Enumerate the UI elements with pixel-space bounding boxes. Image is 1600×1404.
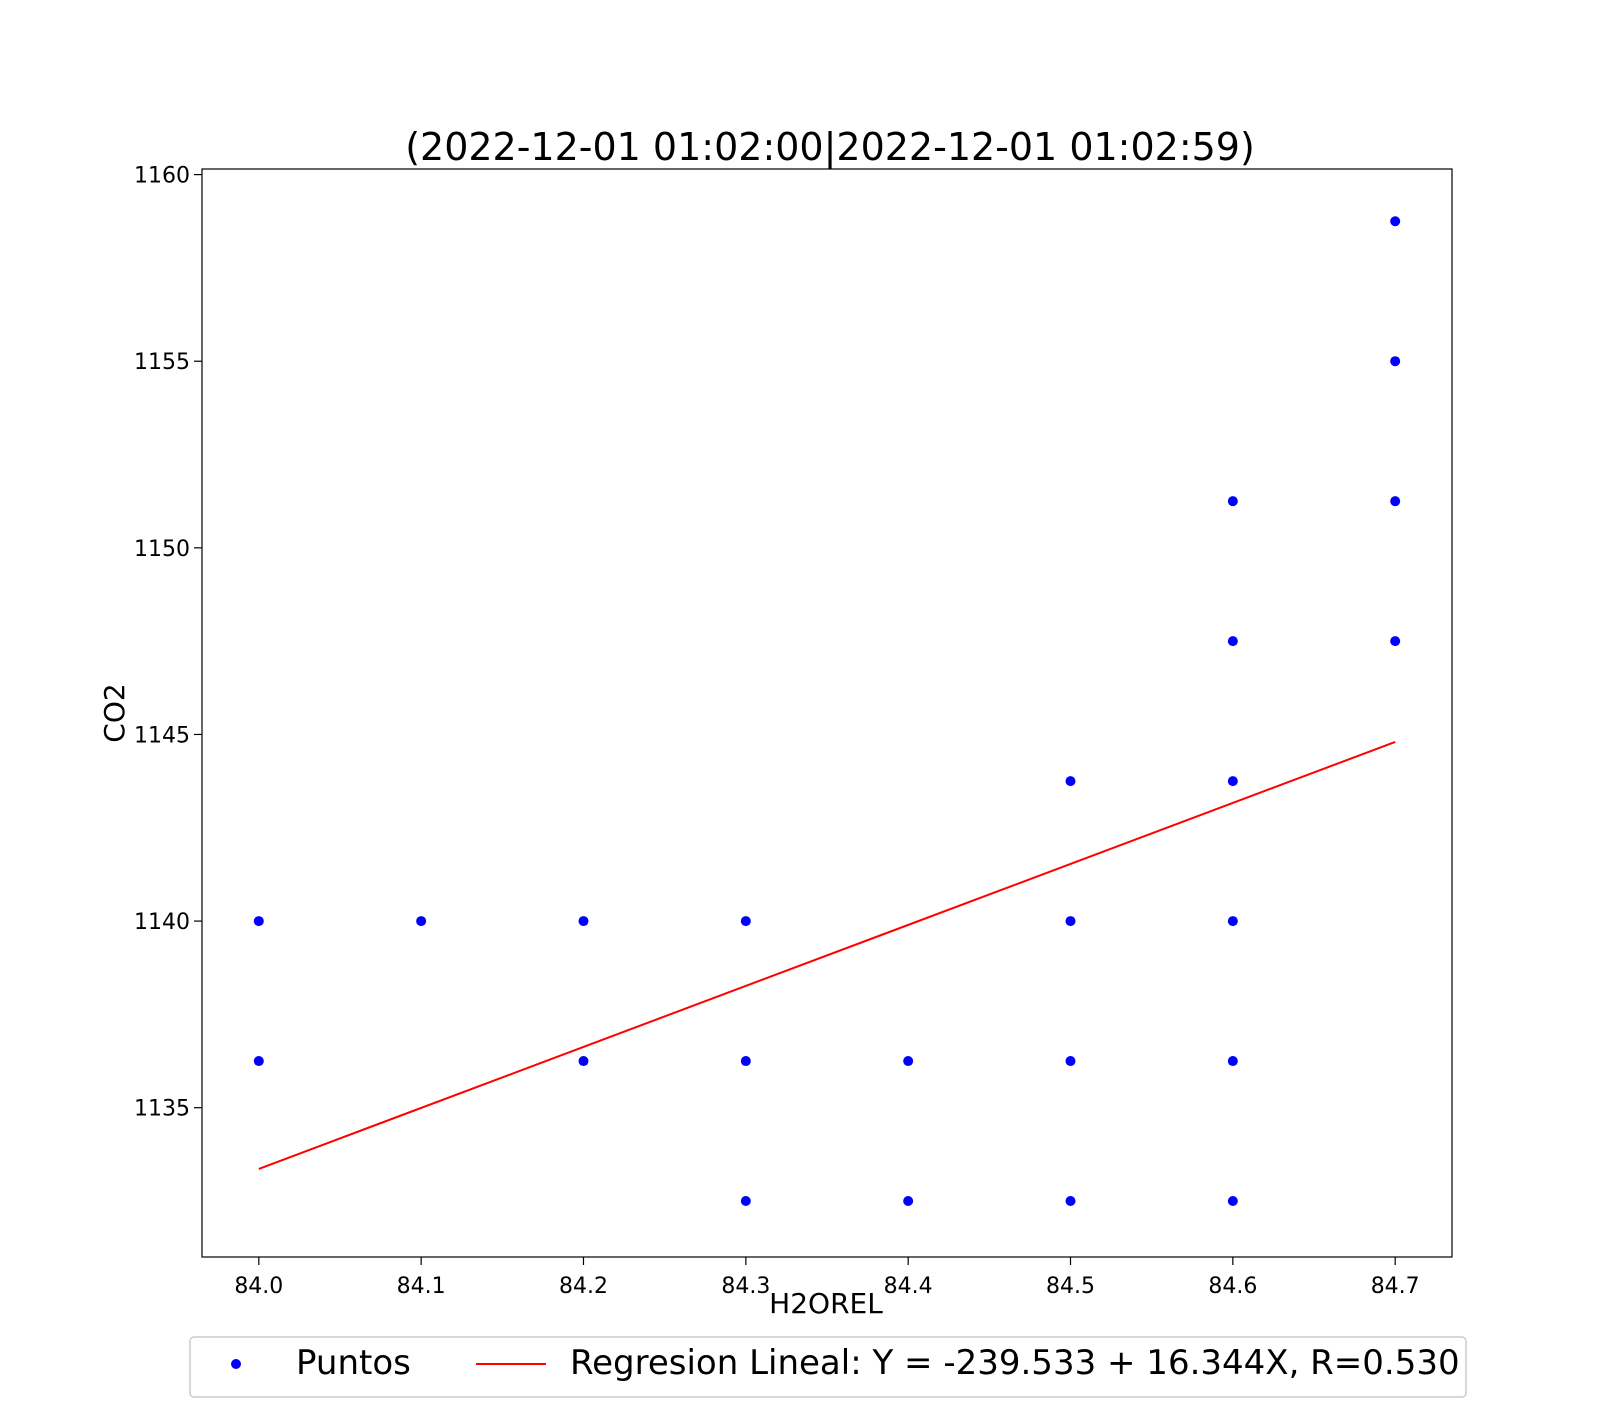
y-axis-label: CO2	[98, 683, 131, 742]
x-axis-label: H2OREL	[769, 1287, 883, 1320]
scatter-point	[253, 916, 264, 927]
scatter-point	[1065, 776, 1076, 787]
plot-frame	[201, 168, 1453, 1258]
scatter-point	[253, 1056, 264, 1067]
y-tick-label: 1140	[134, 910, 190, 935]
x-tick-label: 84.5	[1046, 1274, 1095, 1299]
scatter-point	[1227, 1196, 1238, 1207]
x-axis: 84.0 84.1 84.2 84.3 84.4 84.5 84.6 84.7	[234, 1257, 1420, 1299]
legend-box	[189, 1336, 1467, 1398]
legend-label-points: Puntos	[296, 1343, 411, 1383]
scatter-point	[1065, 1056, 1076, 1067]
y-tick-label: 1145	[134, 723, 190, 748]
legend: Puntos Regresion Lineal: Y = -239.533 + …	[189, 1336, 1467, 1398]
scatter-point	[1227, 1056, 1238, 1067]
scatter-point	[1227, 496, 1238, 507]
y-axis: 1135 1140 1145 1150 1155 1160	[134, 164, 202, 1122]
scatter-point	[1390, 216, 1401, 227]
scatter-point	[1065, 1196, 1076, 1207]
legend-marker-points	[231, 1359, 241, 1369]
scatter-point	[740, 1056, 751, 1067]
scatter-point	[416, 916, 427, 927]
scatter-point	[578, 1056, 589, 1067]
plot-content	[253, 216, 1401, 1207]
regression-line	[258, 740, 1396, 1170]
chart-title: (2022-12-01 01:02:00|2022-12-01 01:02:59…	[405, 125, 1255, 170]
y-tick-label: 1160	[134, 164, 190, 189]
y-tick-label: 1135	[134, 1097, 190, 1122]
scatter-point	[1065, 916, 1076, 927]
y-tick-label: 1155	[134, 350, 190, 375]
y-tick-label: 1150	[134, 537, 190, 562]
scatter-point	[1227, 916, 1238, 927]
x-tick-label: 84.7	[1371, 1274, 1420, 1299]
scatter-point	[1227, 776, 1238, 787]
scatter-point	[1227, 636, 1238, 647]
scatter-point	[903, 1056, 914, 1067]
x-tick-label: 84.2	[559, 1274, 608, 1299]
legend-label-regression: Regresion Lineal: Y = -239.533 + 16.344X…	[570, 1343, 1460, 1383]
x-tick-label: 84.1	[397, 1274, 446, 1299]
x-tick-label: 84.4	[884, 1274, 933, 1299]
scatter-point	[1390, 496, 1401, 507]
x-tick-label: 84.3	[721, 1274, 770, 1299]
x-tick-label: 84.0	[234, 1274, 283, 1299]
scatter-point	[740, 1196, 751, 1207]
scatter-point	[1390, 356, 1401, 367]
scatter-point	[903, 1196, 914, 1207]
scatter-point	[740, 916, 751, 927]
x-tick-label: 84.6	[1208, 1274, 1257, 1299]
scatter-point	[1390, 636, 1401, 647]
scatter-point	[578, 916, 589, 927]
